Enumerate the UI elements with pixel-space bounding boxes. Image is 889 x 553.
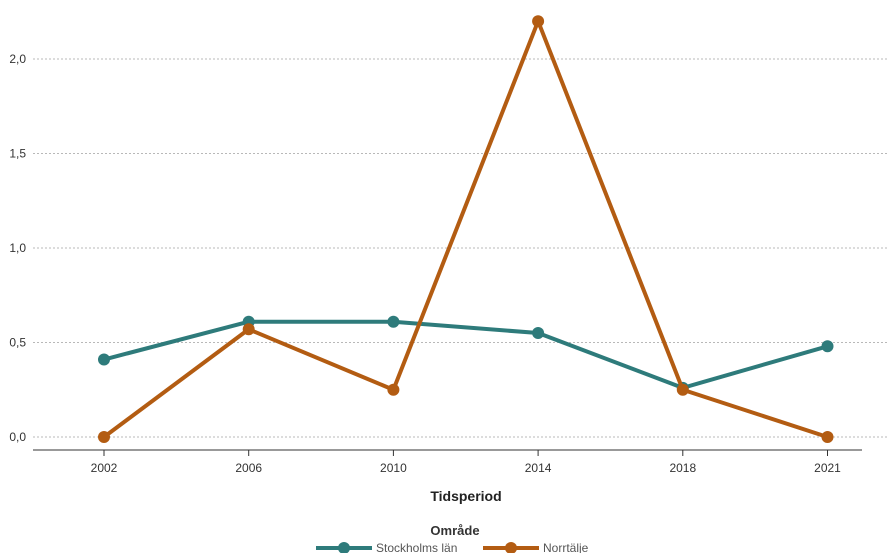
series-line — [102, 19, 830, 439]
x-tick-label: 2014 — [525, 461, 552, 475]
x-axis: 2002 2006 2010 2014 2018 2021 — [33, 449, 862, 475]
data-point — [676, 383, 689, 396]
legend-items: Stockholms län Norrtälje — [316, 541, 589, 553]
x-axis-title: Tidsperiod — [430, 488, 501, 504]
x-tick-label: 2018 — [669, 461, 696, 475]
gridlines — [33, 58, 889, 438]
data-point — [387, 383, 400, 396]
data-point — [242, 323, 255, 336]
data-point — [98, 431, 110, 443]
x-tick-label: 2021 — [814, 461, 841, 475]
x-tick-label: 2010 — [380, 461, 407, 475]
legend-item: Stockholms län — [316, 541, 457, 553]
legend: Område Stockholms län Norrtälje — [316, 523, 589, 553]
y-tick-label: 0,5 — [9, 336, 26, 350]
legend-label: Norrtälje — [543, 541, 589, 553]
y-tick-label: 1,5 — [9, 147, 26, 161]
y-tick-label: 0,0 — [9, 430, 26, 444]
data-point — [821, 431, 834, 443]
y-axis: 0,0 0,5 1,0 1,5 2,0 — [9, 52, 26, 444]
data-point — [387, 315, 400, 328]
series-line — [102, 319, 830, 390]
series-1 — [98, 315, 834, 394]
data-point — [532, 327, 545, 340]
legend-swatch-dot — [505, 542, 517, 553]
legend-swatch-dot — [338, 542, 350, 553]
y-tick-label: 2,0 — [9, 52, 26, 66]
data-point — [821, 340, 834, 353]
data-point — [98, 353, 110, 366]
series-lines — [98, 15, 834, 443]
y-tick-label: 1,0 — [9, 241, 26, 255]
legend-item: Norrtälje — [483, 541, 589, 553]
legend-label: Stockholms län — [376, 541, 457, 553]
legend-title: Område — [430, 523, 479, 538]
x-tick-label: 2006 — [235, 461, 262, 475]
x-tick-label: 2002 — [91, 461, 118, 475]
series-2 — [98, 15, 834, 443]
data-point — [532, 15, 545, 28]
